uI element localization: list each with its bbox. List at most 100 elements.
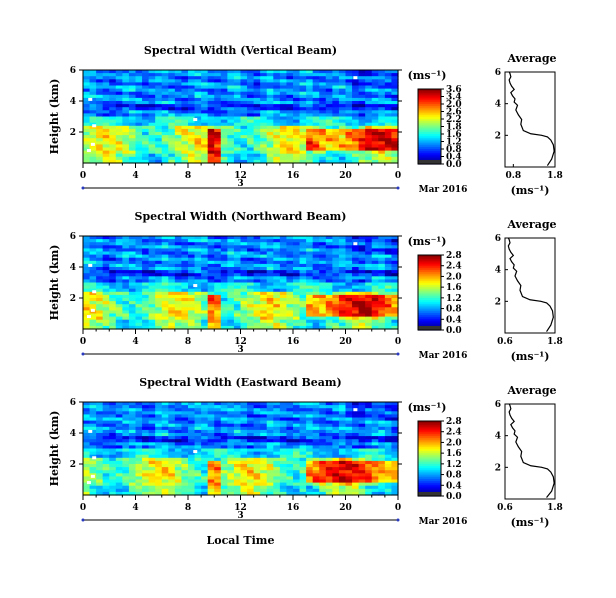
- heatmap-cell: [194, 420, 202, 425]
- heatmap-cell: [227, 85, 235, 90]
- heatmap-cell: [240, 405, 248, 409]
- heatmap-cell: [240, 138, 248, 142]
- heatmap-cell: [247, 76, 255, 80]
- heatmap-cell: [273, 79, 281, 83]
- x-tick-label: 4: [132, 503, 138, 513]
- heatmap-cell: [273, 426, 281, 431]
- heatmap-cell: [240, 473, 248, 477]
- heatmap-cell: [253, 288, 261, 293]
- heatmap-cell: [220, 138, 228, 142]
- heatmap-cell: [174, 94, 183, 99]
- heatmap-cell: [233, 417, 242, 422]
- heatmap-cell: [293, 448, 301, 453]
- heatmap-cell: [279, 485, 288, 490]
- heatmap-cell: [293, 113, 301, 118]
- heatmap-cell: [240, 97, 248, 102]
- heatmap-cell: [214, 464, 222, 468]
- heatmap-cell: [109, 144, 117, 149]
- heatmap-cell: [102, 439, 110, 443]
- heatmap-cell: [96, 411, 104, 415]
- heatmap-cell: [247, 282, 255, 287]
- heatmap-cell: [299, 301, 307, 305]
- heatmap-cell: [233, 273, 242, 277]
- heatmap-cell: [260, 464, 268, 468]
- heatmap-cell: [286, 426, 294, 431]
- heatmap-cell: [89, 267, 97, 271]
- heatmap-cell: [214, 476, 222, 481]
- heatmap-cell: [174, 445, 183, 450]
- heatmap-cell: [273, 94, 281, 99]
- heatmap-cell: [391, 76, 399, 80]
- heatmap-cell: [266, 285, 274, 290]
- heatmap-cell: [142, 97, 150, 102]
- colorbar-segment: [418, 467, 441, 471]
- heatmap-cell: [371, 313, 379, 318]
- heatmap-cell: [188, 436, 196, 440]
- heatmap-cell: [148, 101, 156, 105]
- heatmap-cell: [83, 488, 91, 493]
- heatmap-cell: [135, 242, 143, 246]
- heatmap-cell: [279, 70, 288, 74]
- colorbar-segment: [418, 309, 441, 312]
- heatmap-cell: [201, 316, 209, 321]
- heatmap-cell: [227, 294, 235, 299]
- average-profile-point: [552, 316, 554, 318]
- heatmap-cell: [371, 141, 379, 145]
- heatmap-cell: [122, 159, 130, 164]
- heatmap-cell: [338, 97, 347, 102]
- heatmap-cell: [266, 107, 274, 111]
- heatmap-cell: [325, 429, 333, 434]
- heatmap-cell: [260, 91, 268, 96]
- heatmap-cell: [286, 260, 294, 265]
- heatmap-cell: [233, 94, 242, 99]
- heatmap-cell: [391, 313, 399, 318]
- heatmap-cell: [174, 405, 183, 409]
- heatmap-cell: [227, 282, 235, 287]
- heatmap-cell: [168, 417, 176, 422]
- heatmap-cell: [266, 276, 274, 280]
- heatmap-cell: [332, 445, 340, 450]
- heatmap-cell: [253, 76, 261, 80]
- heatmap-cell: [312, 273, 320, 277]
- heatmap-cell: [312, 150, 320, 155]
- average-profile-point: [551, 158, 553, 160]
- heatmap-cell: [325, 426, 333, 431]
- heatmap-cell: [233, 119, 242, 124]
- heatmap-cell: [391, 414, 399, 419]
- heatmap-cell: [338, 91, 347, 96]
- heatmap-cell: [312, 97, 320, 102]
- heatmap-cell: [168, 85, 176, 90]
- heatmap-cell: [142, 464, 150, 468]
- heatmap-cell: [83, 436, 91, 440]
- heatmap-cell: [96, 307, 104, 311]
- heatmap-cell: [319, 451, 327, 456]
- heatmap-cell: [148, 260, 156, 265]
- heatmap-cell: [293, 464, 301, 468]
- heatmap-cell: [240, 236, 248, 240]
- heatmap-cell: [253, 88, 261, 93]
- heatmap-cell: [233, 138, 242, 142]
- heatmap-cell: [142, 138, 150, 142]
- heatmap-cell: [161, 322, 169, 327]
- heatmap-cell: [365, 273, 373, 277]
- heatmap-cell: [319, 491, 327, 496]
- heatmap-cell: [115, 79, 123, 83]
- heatmap-cell: [161, 251, 169, 256]
- colorbar-segment: [418, 100, 441, 103]
- heatmap-cell: [174, 420, 183, 425]
- heatmap-cell: [155, 402, 163, 406]
- colorbar-segment: [418, 445, 441, 448]
- heatmap-cell: [148, 236, 156, 240]
- heatmap-cell: [122, 263, 130, 268]
- heatmap-cell: [293, 267, 301, 271]
- heatmap-cell: [207, 433, 215, 437]
- average-profile-point: [517, 280, 518, 282]
- heatmap-cell: [102, 445, 110, 450]
- heatmap-cell: [135, 119, 143, 124]
- heatmap-cell: [233, 460, 242, 465]
- heatmap-cell: [365, 291, 373, 296]
- heatmap-cell: [122, 85, 130, 90]
- heatmap-cell: [115, 408, 123, 412]
- heatmap-cell: [253, 251, 261, 256]
- heatmap-cell: [135, 267, 143, 271]
